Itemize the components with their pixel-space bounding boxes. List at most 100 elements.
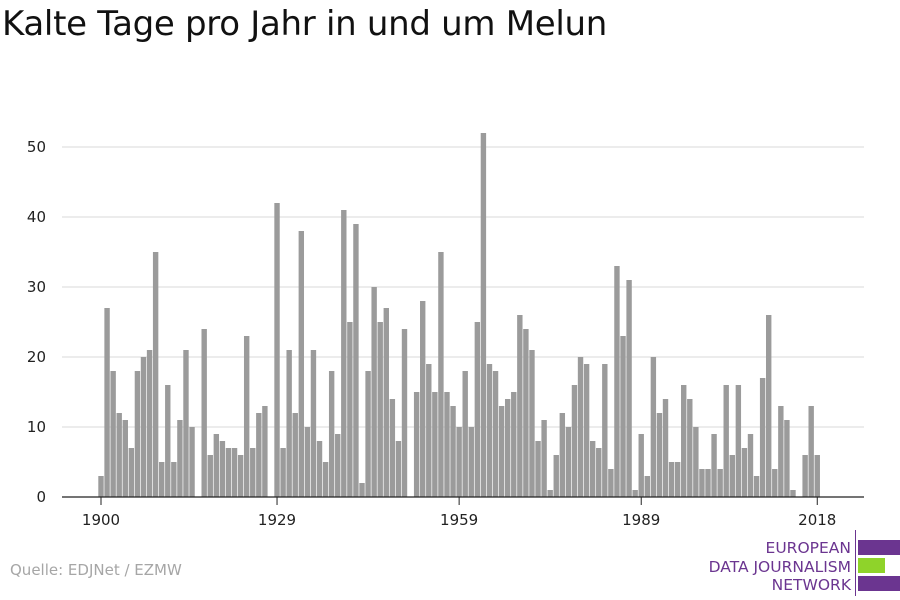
bar-1988 (632, 490, 638, 497)
bar-1995 (674, 462, 681, 497)
bar-1955 (432, 392, 438, 497)
bar-1902 (110, 371, 116, 497)
bar-1945 (371, 287, 377, 497)
logo-divider (855, 530, 856, 596)
bar-1914 (183, 350, 189, 497)
bar-2005 (735, 385, 742, 497)
logo-bar-green (858, 558, 885, 573)
bar-1980 (583, 364, 590, 497)
chart-title: Kalte Tage pro Jahr in und um Melun (2, 4, 608, 44)
logo-bar-purple-bottom (858, 576, 900, 591)
bar-1994 (668, 462, 675, 497)
bar-1979 (577, 357, 584, 497)
bar-1927 (262, 406, 268, 497)
bar-1975 (553, 455, 559, 497)
bar-1989 (638, 434, 644, 497)
bar-1920 (219, 441, 226, 497)
bar-2000 (705, 469, 711, 497)
bar-1918 (207, 455, 213, 497)
y-tick-label: 0 (36, 488, 46, 506)
bar-2012 (778, 406, 784, 497)
bar-1923 (237, 455, 244, 497)
bar-1958 (450, 406, 456, 497)
bar-1931 (286, 350, 292, 497)
bars (98, 133, 820, 497)
bar-1992 (656, 413, 663, 497)
bar-1926 (256, 413, 262, 497)
bar-1962 (474, 322, 481, 497)
logo-bar-purple-top (858, 540, 900, 555)
bar-1948 (389, 399, 396, 497)
bar-1969 (517, 315, 523, 497)
bar-1906 (134, 371, 141, 497)
y-tick-label: 10 (27, 418, 46, 436)
bar-1925 (250, 448, 256, 497)
bar-1974 (547, 490, 553, 497)
bar-1929 (274, 203, 280, 497)
bar-1941 (347, 322, 353, 497)
bar-1939 (335, 434, 341, 497)
bar-1924 (243, 336, 250, 497)
y-ticks: 0 10 20 30 40 50 (27, 138, 46, 506)
bar-1934 (304, 427, 311, 497)
bar-1993 (662, 399, 669, 497)
x-tick-label: 1900 (82, 511, 120, 529)
bar-1981 (589, 441, 596, 497)
bar-2017 (808, 406, 814, 497)
bar-1901 (104, 308, 110, 497)
bar-1936 (316, 441, 323, 497)
bar-1917 (201, 329, 207, 497)
bar-1950 (401, 329, 408, 497)
bar-1946 (377, 322, 383, 497)
bar-2008 (753, 476, 760, 497)
y-tick-label: 30 (27, 278, 46, 296)
x-tick-label: 1959 (440, 511, 478, 529)
bar-1909 (152, 252, 159, 497)
bar-1911 (165, 385, 171, 497)
bar-1921 (225, 448, 232, 497)
bar-2013 (784, 420, 790, 497)
gridlines (62, 146, 864, 428)
bar-2011 (772, 469, 778, 497)
bar-1907 (140, 357, 147, 497)
bar-2006 (741, 448, 748, 497)
logo-line-1: EUROPEAN (765, 539, 851, 557)
bar-1964 (486, 364, 493, 497)
bar-2007 (747, 434, 754, 497)
bar-1913 (177, 420, 183, 497)
bar-1978 (571, 385, 578, 497)
bar-1966 (498, 406, 505, 497)
bar-1970 (523, 329, 529, 497)
bar-2009 (759, 378, 766, 497)
bar-1998 (693, 427, 699, 497)
bar-2002 (717, 469, 723, 497)
bar-2010 (766, 315, 772, 497)
bar-1977 (565, 427, 572, 497)
bar-2018 (814, 455, 820, 497)
bar-1912 (171, 462, 177, 497)
bar-1997 (687, 399, 693, 497)
bar-1938 (328, 371, 335, 497)
bar-1949 (395, 441, 402, 497)
bar-2001 (711, 434, 717, 497)
y-tick-label: 40 (27, 208, 46, 226)
bar-1930 (280, 448, 286, 497)
bar-1932 (292, 413, 298, 497)
bar-1903 (116, 413, 122, 497)
bar-1908 (146, 350, 153, 497)
bar-1986 (620, 336, 626, 497)
bar-1944 (365, 371, 371, 497)
x-tick-label: 2018 (798, 511, 836, 529)
bar-1976 (559, 413, 566, 497)
logo-line-3: NETWORK (771, 576, 851, 594)
bar-2014 (790, 490, 796, 497)
bar-1967 (504, 399, 511, 497)
bar-1965 (492, 371, 499, 497)
bar-1952 (413, 392, 420, 497)
bar-1982 (596, 448, 602, 497)
x-tick-label: 1929 (258, 511, 296, 529)
bar-1904 (122, 420, 128, 497)
bar-1956 (438, 252, 444, 497)
bar-1940 (341, 210, 347, 497)
bar-2016 (802, 455, 808, 497)
